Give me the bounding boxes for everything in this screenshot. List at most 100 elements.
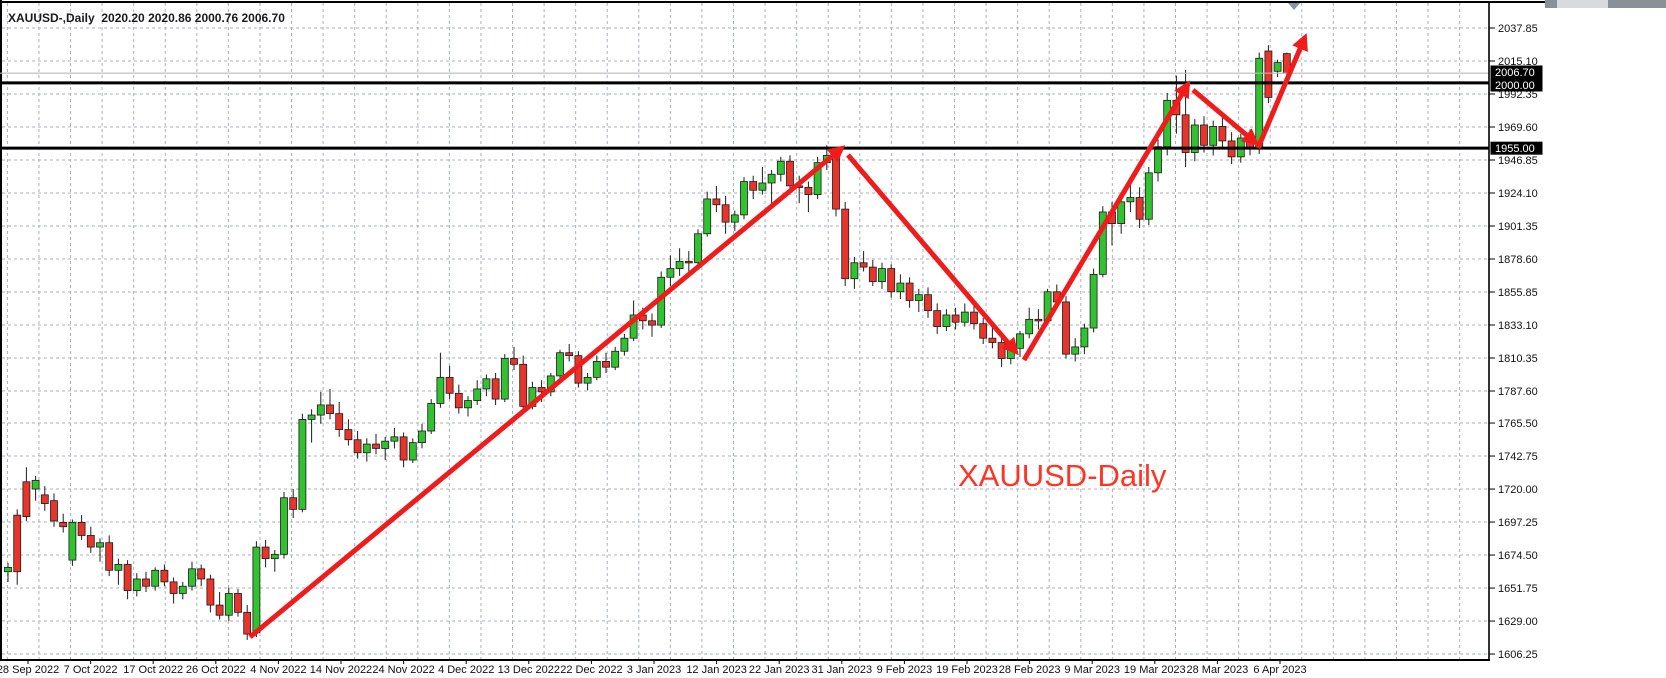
chart-scrollbar-thumb[interactable] <box>1557 0 1608 8</box>
candle-body-bull <box>362 443 371 454</box>
candle <box>878 262 886 289</box>
trend-arrow-down[interactable] <box>1191 88 1260 146</box>
trend-arrow-up[interactable] <box>1255 33 1308 149</box>
candle <box>381 436 390 461</box>
candle <box>142 571 150 593</box>
candle <box>68 519 77 566</box>
candle-body-bull <box>1154 146 1162 174</box>
candle <box>1126 184 1135 212</box>
candle-body-bear <box>86 535 95 548</box>
candle <box>620 333 629 356</box>
trend-arrow-down[interactable] <box>846 153 1019 356</box>
candle-body-bear <box>289 497 298 510</box>
candle <box>280 491 288 559</box>
candle <box>758 167 767 195</box>
trend-arrow-up[interactable] <box>1021 80 1191 362</box>
x-axis-label: 22 Dec 2022 <box>560 664 622 676</box>
candle-body-bear <box>13 514 22 573</box>
candle-body-bull <box>583 376 592 384</box>
candle <box>234 589 242 617</box>
candle-body-bear <box>979 323 988 339</box>
chart-annotation-text[interactable]: XAUUSD-Daily <box>958 458 1167 493</box>
candle-body-bull <box>31 479 40 490</box>
y-axis-label: 1742.75 <box>1498 451 1538 463</box>
candle <box>933 303 942 334</box>
window-left-border <box>0 0 2 661</box>
candle-body-bear <box>804 186 813 195</box>
candle <box>96 538 104 562</box>
candle-body-bear <box>1135 197 1144 220</box>
candle-body-bull <box>500 358 509 400</box>
price-badge-label: 2006.70 <box>1495 67 1535 79</box>
candle <box>684 251 693 272</box>
price-badge <box>1490 78 1543 92</box>
price-badge-label: 2000.00 <box>1495 80 1535 92</box>
candle-body-bear <box>445 376 454 394</box>
candle <box>307 409 316 443</box>
x-axis-label: 7 Oct 2022 <box>64 664 118 676</box>
candle-body-bear <box>142 578 150 587</box>
candle-body-bull <box>1190 124 1199 153</box>
candle-body-bear <box>951 314 960 323</box>
candle <box>1200 116 1208 153</box>
candle-body-bull <box>675 260 684 269</box>
candle <box>1209 120 1218 156</box>
candle <box>1062 296 1070 359</box>
candle-body-bull <box>767 173 776 184</box>
candle-body-bear <box>491 378 500 400</box>
candle <box>1098 206 1107 278</box>
candle-body-bull <box>252 546 261 634</box>
candle-body-bull <box>1016 333 1024 349</box>
candle <box>924 287 932 318</box>
candle-body-bull <box>178 585 187 594</box>
candle <box>326 388 334 420</box>
candle-body-bull <box>280 497 288 555</box>
candle-body-bear <box>887 268 896 293</box>
chart-shift-marker-icon[interactable] <box>1288 3 1300 10</box>
candle <box>979 317 988 344</box>
candle <box>896 274 905 300</box>
candle <box>703 191 712 237</box>
y-axis-label: 1810.35 <box>1498 353 1538 365</box>
candle <box>970 306 978 330</box>
candle-body-bull <box>307 414 316 420</box>
candle-body-bull <box>408 442 417 461</box>
price-badge <box>1490 141 1543 155</box>
candle <box>50 493 58 527</box>
candle-body-bull <box>1080 327 1089 348</box>
candle <box>1144 167 1153 226</box>
candle-body-bull <box>878 268 886 283</box>
candle-body-bear <box>997 342 1006 359</box>
x-axis-label: 17 Oct 2022 <box>123 664 183 676</box>
candle-body-bear <box>123 564 132 591</box>
chart-scrollbar-track[interactable] <box>1545 0 1666 8</box>
y-axis-label: 1992.35 <box>1498 89 1538 101</box>
candle <box>224 587 233 622</box>
candle <box>445 365 454 400</box>
candle-body-bull <box>114 564 123 571</box>
y-axis-label: 1720.00 <box>1498 484 1538 496</box>
y-axis-label: 1629.00 <box>1498 616 1538 628</box>
candle-body-bear <box>905 282 914 301</box>
trend-arrow-up[interactable] <box>248 145 846 639</box>
candle <box>151 567 160 591</box>
candle <box>464 396 472 417</box>
candle-body-bull <box>1098 211 1107 275</box>
candle-body-bull <box>896 282 905 293</box>
candle-body-bull <box>813 162 822 195</box>
candle-body-bear <box>970 311 978 325</box>
candle <box>602 352 610 374</box>
candle-body-bear <box>243 611 252 635</box>
candle <box>1273 59 1282 78</box>
candle <box>648 313 656 337</box>
candle-body-bear <box>215 604 224 616</box>
candle <box>776 156 785 182</box>
candle-body-bull <box>436 376 445 404</box>
x-axis-label: 6 Apr 2023 <box>1253 664 1306 676</box>
candle-body-bear <box>50 500 58 522</box>
candle-body-bull <box>1071 346 1080 355</box>
candle <box>399 432 408 468</box>
candle-body-bull <box>1089 273 1098 329</box>
candle-body-bear <box>537 387 546 393</box>
